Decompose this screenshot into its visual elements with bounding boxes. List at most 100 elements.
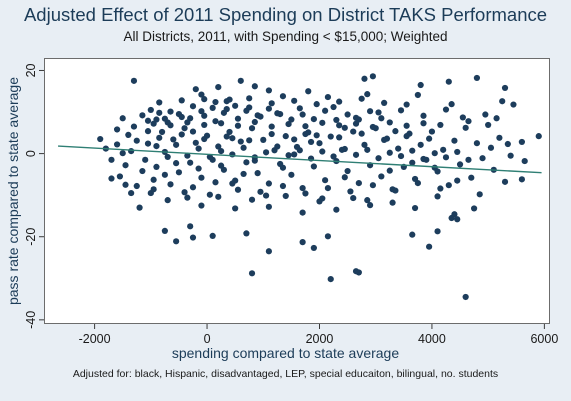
data-point — [299, 239, 306, 246]
data-point — [212, 179, 219, 186]
data-point — [184, 152, 191, 159]
data-point — [178, 113, 185, 121]
data-point — [246, 104, 253, 111]
data-point — [437, 121, 444, 129]
data-point — [156, 109, 163, 116]
data-point — [437, 185, 444, 192]
data-point — [232, 205, 239, 212]
data-point — [299, 184, 306, 192]
data-point — [535, 133, 542, 140]
data-point — [366, 202, 374, 209]
data-point — [268, 100, 275, 107]
chart-subtitle: All Districts, 2011, with Spending < $15… — [123, 29, 448, 44]
data-point — [369, 73, 376, 80]
data-point — [445, 78, 452, 85]
data-point — [178, 97, 185, 104]
data-point — [189, 128, 197, 135]
data-point — [454, 216, 461, 223]
data-point — [378, 173, 385, 180]
data-point — [501, 84, 509, 92]
data-point — [130, 77, 138, 84]
data-point — [173, 141, 180, 148]
data-point — [409, 231, 416, 238]
data-point — [232, 102, 239, 109]
data-point — [485, 121, 492, 129]
data-point — [386, 119, 393, 126]
data-point — [195, 145, 202, 152]
data-point — [397, 107, 405, 114]
data-point — [310, 244, 317, 252]
data-point — [237, 138, 244, 145]
data-point — [420, 155, 427, 163]
data-point — [144, 140, 152, 147]
data-point — [279, 93, 287, 100]
data-point — [122, 162, 129, 169]
data-point — [209, 104, 216, 111]
data-point — [302, 123, 309, 130]
data-point — [358, 95, 365, 102]
data-point — [279, 182, 287, 190]
chart-note: Adjusted for: black, Hispanic, disadvant… — [72, 368, 499, 380]
data-point — [133, 182, 140, 190]
data-point — [389, 199, 396, 206]
data-point — [254, 170, 261, 177]
data-point — [324, 93, 332, 101]
data-point — [487, 144, 495, 151]
data-point — [128, 148, 135, 155]
data-point — [341, 145, 348, 153]
data-point — [507, 152, 514, 159]
data-point — [288, 116, 295, 123]
data-point — [414, 91, 421, 99]
data-point — [319, 119, 326, 126]
data-point — [333, 206, 340, 213]
data-point — [414, 180, 421, 187]
data-point — [296, 105, 303, 112]
data-point — [501, 178, 509, 185]
data-point — [330, 153, 337, 160]
data-point — [206, 191, 213, 198]
data-point — [173, 238, 180, 245]
data-point — [229, 180, 236, 187]
data-point — [234, 186, 242, 193]
data-point — [364, 197, 371, 204]
data-point — [257, 188, 264, 195]
data-point — [198, 174, 205, 181]
data-point — [324, 233, 332, 240]
data-point — [426, 243, 433, 250]
data-point — [344, 167, 351, 175]
data-point — [153, 143, 160, 150]
data-point — [116, 173, 123, 180]
y-tick-label: -20 — [24, 228, 38, 246]
data-point — [479, 155, 486, 162]
y-axis-label: pass rate compared to state average — [5, 76, 21, 306]
data-point — [189, 184, 197, 191]
data-point — [291, 136, 298, 143]
data-point — [327, 133, 334, 140]
data-point — [403, 133, 410, 140]
data-point — [201, 135, 208, 143]
data-point — [316, 140, 323, 147]
data-point — [215, 83, 222, 91]
data-point — [223, 106, 230, 113]
data-point — [192, 86, 199, 93]
data-point — [192, 139, 199, 146]
data-point — [212, 98, 219, 106]
data-point — [215, 193, 222, 200]
data-point — [403, 122, 410, 129]
data-point — [156, 99, 163, 106]
data-point — [344, 111, 351, 118]
data-point — [302, 190, 309, 197]
data-point — [448, 101, 455, 108]
x-tick-label: 4000 — [418, 332, 446, 346]
data-point — [113, 126, 121, 133]
data-point — [518, 176, 525, 183]
x-tick-label: 6000 — [530, 332, 558, 346]
y-tick-label: 0 — [24, 150, 38, 157]
data-point — [139, 112, 146, 119]
data-point — [150, 186, 157, 193]
data-point — [240, 170, 247, 178]
data-point — [229, 151, 236, 158]
data-point — [265, 203, 272, 210]
data-point — [350, 194, 357, 202]
